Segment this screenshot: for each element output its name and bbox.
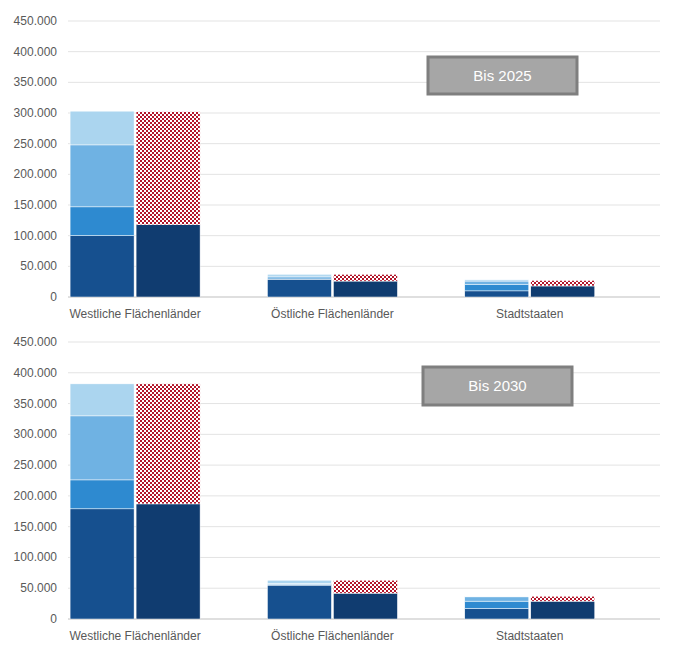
category-label: Stadtstaaten — [496, 307, 563, 321]
bar-segment — [267, 276, 331, 278]
tick-label: 200.000 — [14, 489, 58, 503]
tick-label: 300.000 — [14, 106, 58, 120]
bar-segment — [465, 291, 529, 297]
tick-label: 250.000 — [14, 137, 58, 151]
tick-label: 250.000 — [14, 458, 58, 472]
bar-segment — [267, 584, 331, 586]
bar-segment — [333, 274, 397, 281]
bar-segment — [333, 281, 397, 297]
bar-segment — [70, 207, 134, 236]
category-label: Westliche Flächenländer — [69, 307, 200, 321]
annotation: Bis 2030 — [468, 377, 526, 394]
tick-label: 400.000 — [14, 366, 58, 380]
annotation-box — [423, 367, 572, 405]
chart-canvas: 0 50.000 100.000 150.000 200.000 250.000 300.0… — [0, 0, 678, 649]
tick-label: 450.000 — [14, 14, 58, 28]
bar-segment — [465, 601, 529, 608]
bar-segment — [465, 285, 529, 291]
tick-label: 400.000 — [14, 45, 58, 59]
bar-segment — [531, 280, 595, 286]
bar-segment — [531, 601, 595, 619]
annotation-box — [428, 57, 577, 94]
panel: 0 50.000 100.000 150.000 200.000 250.000 300.0… — [14, 14, 660, 321]
bar-segment — [70, 111, 134, 145]
bar-segment — [531, 286, 595, 297]
tick-label: 0 — [50, 612, 57, 626]
bar-segment — [70, 509, 134, 619]
category-label: Stadtstaaten — [496, 629, 563, 643]
bar-segment — [70, 236, 134, 297]
bars — [70, 111, 595, 297]
tick-label: 300.000 — [14, 427, 58, 441]
tick-label: 50.000 — [20, 259, 57, 273]
bar-segment — [267, 274, 331, 276]
tick-label: 50.000 — [20, 581, 57, 595]
bar-segment — [136, 504, 200, 619]
tick-label: 350.000 — [14, 75, 58, 89]
category-label: Östliche Flächenländer — [271, 629, 394, 643]
bar-segment — [136, 112, 200, 225]
bar-segment — [333, 580, 397, 593]
tick-label: 0 — [50, 290, 57, 304]
bar-segment — [70, 145, 134, 207]
bar-segment — [465, 597, 529, 601]
bar-segment — [267, 580, 331, 583]
panel: 0 50.000 100.000 150.000 200.000 250.000 300.0… — [14, 335, 660, 643]
annotation: Bis 2025 — [473, 67, 531, 84]
bar-segment — [70, 384, 134, 416]
category-label: Östliche Flächenländer — [271, 307, 394, 321]
bar-segment — [465, 609, 529, 619]
bar-segment — [465, 596, 529, 598]
tick-label: 200.000 — [14, 167, 58, 181]
bar-segment — [333, 593, 397, 619]
bar-segment — [70, 480, 134, 509]
bar-segment — [136, 225, 200, 297]
bars — [70, 384, 595, 619]
bar-segment — [465, 281, 529, 285]
bar-segment — [531, 596, 595, 601]
bar-segment — [465, 280, 529, 281]
category-label: Westliche Flächenländer — [69, 629, 200, 643]
tick-label: 150.000 — [14, 520, 58, 534]
tick-label: 150.000 — [14, 198, 58, 212]
grid-line — [68, 21, 660, 22]
tick-label: 100.000 — [14, 229, 58, 243]
tick-label: 450.000 — [14, 335, 58, 349]
grid-line — [68, 51, 660, 52]
bar-segment — [267, 585, 331, 619]
bar-segment — [136, 384, 200, 504]
grid-line — [68, 342, 660, 343]
bar-segment — [70, 416, 134, 480]
bar-segment — [267, 279, 331, 297]
tick-label: 100.000 — [14, 550, 58, 564]
tick-label: 350.000 — [14, 397, 58, 411]
